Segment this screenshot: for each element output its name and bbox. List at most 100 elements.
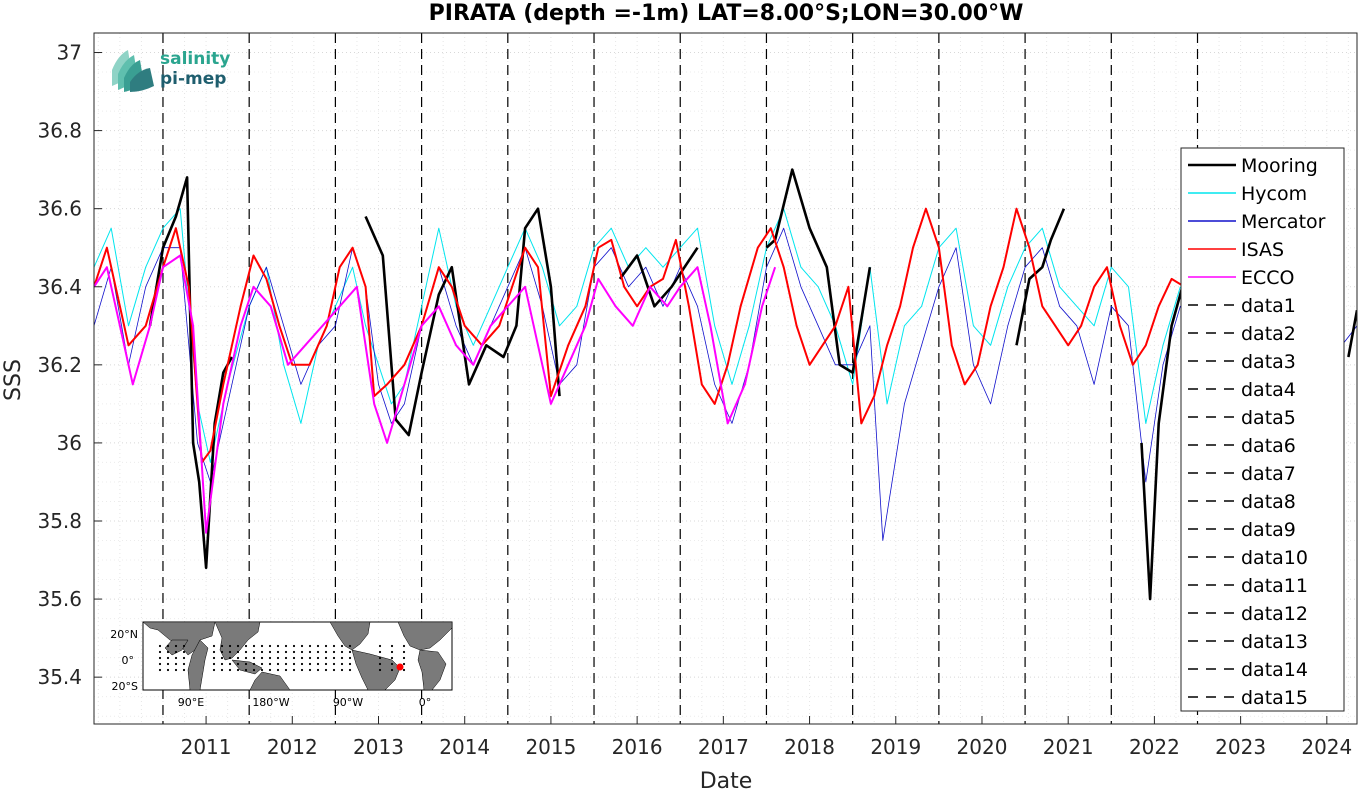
map-station-dot	[316, 668, 320, 672]
map-station-dot	[174, 668, 178, 672]
map-station-dot	[348, 650, 352, 654]
x-tick-label: 2015	[525, 735, 576, 759]
map-station-dot	[332, 662, 336, 666]
map-station-dot	[308, 644, 312, 648]
x-axis-ticks: 2011 2012 2013 2014 2015 2016 2017 2018 2019 2020…	[181, 716, 1352, 759]
plot-area	[94, 33, 1357, 724]
map-station-dot	[260, 656, 264, 660]
map-station-dot	[228, 668, 232, 672]
series-line-mercator	[94, 227, 1357, 541]
map-station-dot	[182, 644, 186, 648]
map-station-dot	[340, 662, 344, 666]
map-station-dot	[308, 668, 312, 672]
map-station-dot	[308, 650, 312, 654]
map-station-dot	[260, 644, 264, 648]
map-station-dot	[284, 656, 288, 660]
map-lon-label-180w: 180°W	[252, 696, 289, 709]
map-station-dot	[332, 668, 336, 672]
map-station-dot	[166, 644, 170, 648]
legend-label: data1	[1241, 295, 1296, 317]
map-station-dot	[284, 644, 288, 648]
map-station-dot	[340, 650, 344, 654]
map-station-dot	[244, 656, 248, 660]
y-tick-label: 35.4	[37, 665, 82, 689]
map-station-dot	[276, 656, 280, 660]
map-station-dot	[284, 650, 288, 654]
x-axis-label: Date	[700, 769, 753, 790]
map-station-dot	[182, 656, 186, 660]
map-station-dot	[284, 668, 288, 672]
legend-label: data2	[1241, 323, 1296, 345]
map-station-dot	[174, 650, 178, 654]
x-tick-label: 2011	[181, 735, 232, 759]
map-station-dot	[300, 650, 304, 654]
legend-label: ECCO	[1241, 267, 1295, 289]
logo-salinity-text: salinity	[160, 49, 230, 69]
map-station-dot	[220, 650, 224, 654]
legend-label: data6	[1241, 435, 1296, 457]
map-station-dot	[292, 668, 296, 672]
map-station-dot	[158, 662, 162, 666]
map-station-dot	[378, 650, 382, 654]
map-lon-label-90w: 90°W	[333, 696, 363, 709]
map-station-dot	[316, 650, 320, 654]
map-station-dot	[324, 668, 328, 672]
map-station-dot	[324, 650, 328, 654]
x-tick-label: 2017	[698, 735, 749, 759]
map-station-dot	[390, 644, 394, 648]
map-station-dot	[332, 656, 336, 660]
chart-title: PIRATA (depth =-1m) LAT=8.00°S;LON=30.00…	[429, 1, 1024, 26]
legend-box	[1180, 147, 1345, 712]
legend-entries: Mooring Hycom Mercator ISAS ECCO data1 data2 da…	[1188, 155, 1326, 709]
x-tick-label: 2016	[612, 735, 663, 759]
map-station-dot	[390, 650, 394, 654]
map-station-dot	[276, 644, 280, 648]
x-tick-label: 2023	[1215, 735, 1266, 759]
y-tick-label: 36.6	[37, 197, 82, 221]
x-tick-label: 2014	[439, 735, 490, 759]
map-station-dot	[348, 668, 352, 672]
x-tick-label: 2013	[353, 735, 404, 759]
map-station-dot	[244, 662, 248, 666]
map-station-dot	[402, 662, 406, 666]
map-station-dot	[378, 662, 382, 666]
map-station-dot	[316, 662, 320, 666]
legend-label: data13	[1241, 631, 1308, 653]
series-line-ecco	[94, 254, 777, 534]
map-station-dot	[220, 644, 224, 648]
legend-label: data8	[1241, 491, 1296, 513]
map-station-dot	[324, 644, 328, 648]
legend-label: data10	[1241, 547, 1308, 569]
map-station-dot	[220, 668, 224, 672]
map-station-dot	[166, 650, 170, 654]
y-tick-label: 35.8	[37, 509, 82, 533]
map-station-dot	[158, 656, 162, 660]
map-station-dot	[228, 656, 232, 660]
map-station-dot	[174, 644, 178, 648]
y-tick-label: 36.2	[37, 353, 82, 377]
map-station-dot	[268, 668, 272, 672]
legend-label: data3	[1241, 351, 1296, 373]
map-station-dot	[292, 650, 296, 654]
map-station-dot	[402, 644, 406, 648]
map-station-dot	[324, 656, 328, 660]
map-lon-label-90e: 90°E	[178, 696, 204, 709]
map-station-dot	[316, 644, 320, 648]
map-station-dot	[378, 668, 382, 672]
legend-label: Hycom	[1241, 183, 1307, 205]
map-station-dot	[308, 662, 312, 666]
map-station-dot	[300, 656, 304, 660]
map-station-dot	[348, 656, 352, 660]
map-station-dot	[182, 650, 186, 654]
map-station-dot	[166, 656, 170, 660]
grid-lines	[94, 33, 1357, 724]
selected-station-marker	[396, 663, 404, 671]
map-station-dot	[348, 644, 352, 648]
map-station-dot	[252, 662, 256, 666]
map-station-dot	[158, 644, 162, 648]
map-station-dot	[292, 656, 296, 660]
map-station-dot	[212, 650, 216, 654]
logo-pimep-text: pi-mep	[160, 69, 226, 89]
map-station-dot	[340, 644, 344, 648]
map-lat-label-20s: 20°S	[112, 680, 138, 693]
